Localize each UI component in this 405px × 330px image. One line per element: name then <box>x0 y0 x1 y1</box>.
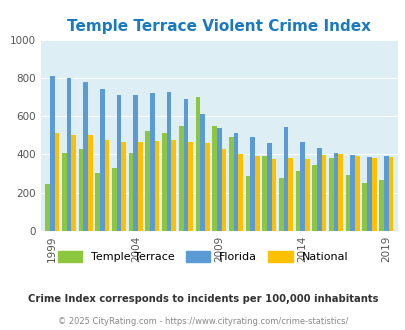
Bar <box>366 157 371 231</box>
Bar <box>350 155 354 231</box>
Bar <box>362 183 366 231</box>
Bar <box>371 158 375 231</box>
Bar <box>62 152 66 231</box>
Bar <box>333 153 338 231</box>
Bar <box>66 78 71 231</box>
Bar <box>79 149 83 231</box>
Bar <box>128 153 133 231</box>
Bar <box>133 95 138 231</box>
Bar <box>388 157 392 231</box>
Bar <box>238 154 242 231</box>
Bar <box>178 126 183 231</box>
Bar <box>245 177 249 231</box>
Bar <box>262 156 266 231</box>
Bar <box>283 127 288 231</box>
Bar <box>88 135 92 231</box>
Text: Crime Index corresponds to incidents per 100,000 inhabitants: Crime Index corresponds to incidents per… <box>28 294 377 304</box>
Bar <box>100 89 104 231</box>
Bar <box>354 156 359 231</box>
Bar <box>71 135 76 231</box>
Bar <box>345 175 350 231</box>
Bar <box>200 114 205 231</box>
Bar <box>328 158 333 231</box>
Bar <box>304 159 309 231</box>
Bar <box>316 148 321 231</box>
Bar <box>216 128 221 231</box>
Bar <box>95 173 100 231</box>
Bar <box>154 141 159 231</box>
Bar <box>117 95 121 231</box>
Bar <box>121 142 126 231</box>
Bar <box>45 184 50 231</box>
Bar <box>55 133 59 231</box>
Bar <box>138 142 143 231</box>
Bar <box>271 159 276 231</box>
Bar <box>83 82 88 231</box>
Bar <box>112 168 117 231</box>
Text: © 2025 CityRating.com - https://www.cityrating.com/crime-statistics/: © 2025 CityRating.com - https://www.city… <box>58 317 347 326</box>
Bar <box>311 165 316 231</box>
Bar <box>212 126 216 231</box>
Bar <box>171 140 176 231</box>
Bar <box>228 137 233 231</box>
Bar <box>221 149 226 231</box>
Bar <box>288 158 292 231</box>
Bar <box>233 133 238 231</box>
Title: Temple Terrace Violent Crime Index: Temple Terrace Violent Crime Index <box>67 19 370 34</box>
Bar <box>166 92 171 231</box>
Bar <box>249 137 254 231</box>
Bar <box>195 97 200 231</box>
Bar <box>188 142 192 231</box>
Bar <box>278 178 283 231</box>
Bar <box>104 140 109 231</box>
Bar <box>338 154 342 231</box>
Bar <box>383 156 388 231</box>
Bar <box>266 143 271 231</box>
Bar <box>145 130 150 231</box>
Bar <box>50 76 55 231</box>
Bar <box>183 99 188 231</box>
Bar <box>254 156 259 231</box>
Bar <box>162 133 166 231</box>
Bar <box>205 143 209 231</box>
Bar <box>150 93 154 231</box>
Legend: Temple Terrace, Florida, National: Temple Terrace, Florida, National <box>53 247 352 267</box>
Bar <box>300 142 304 231</box>
Bar <box>378 180 383 231</box>
Bar <box>295 171 300 231</box>
Bar <box>321 155 326 231</box>
